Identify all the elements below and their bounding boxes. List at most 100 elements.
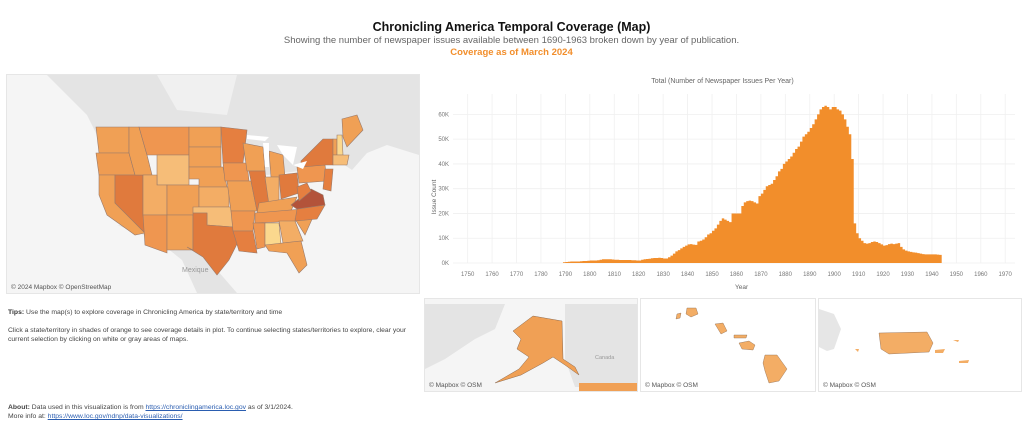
year-bar[interactable] [565,262,567,263]
year-bar[interactable] [614,260,616,263]
year-bar[interactable] [749,201,751,263]
year-bar[interactable] [890,244,892,263]
year-bar[interactable] [575,262,577,263]
year-bar[interactable] [600,260,602,263]
year-bar[interactable] [839,111,841,263]
year-bar[interactable] [932,254,934,263]
year-bar[interactable] [859,238,861,263]
year-bar[interactable] [670,256,672,263]
year-bar[interactable] [766,186,768,263]
year-bar[interactable] [834,107,836,263]
hawaii-map[interactable]: © Mapbox © OSM [640,298,816,392]
territory-puerto-rico[interactable] [878,331,934,355]
year-bar[interactable] [776,176,778,263]
loc-visualizations-link[interactable]: https://www.loc.gov/ndnp/data-visualizat… [47,413,183,420]
year-bar[interactable] [646,259,648,263]
year-bar[interactable] [934,254,936,263]
year-bar[interactable] [893,244,895,263]
year-bar[interactable] [661,258,663,263]
issue-count-area[interactable] [562,105,942,263]
state-wyoming[interactable] [156,154,190,186]
year-bar[interactable] [780,169,782,263]
year-bar[interactable] [719,221,721,263]
state-texas[interactable] [186,212,240,276]
year-bar[interactable] [842,114,844,263]
state-alabama[interactable] [264,222,282,246]
year-bar[interactable] [663,259,665,263]
state-south-dakota[interactable] [188,146,222,168]
year-bar[interactable] [732,213,734,263]
year-bar[interactable] [788,159,790,263]
year-bar[interactable] [741,206,743,263]
state-massachusetts-ct-ri[interactable] [332,154,350,166]
state-north-dakota[interactable] [188,126,222,148]
island-kauai[interactable] [685,307,699,318]
area-layer[interactable] [562,105,942,263]
us-map-canvas[interactable] [7,75,419,293]
year-bar[interactable] [573,262,575,263]
year-bar[interactable] [585,261,587,263]
state-nebraska[interactable] [188,166,228,188]
year-bar[interactable] [868,243,870,263]
state-alaska[interactable] [494,315,580,384]
year-bar[interactable] [851,159,853,263]
year-bar[interactable] [678,250,680,263]
year-bar[interactable] [597,260,599,263]
issue-count-chart[interactable]: Total (Number of Newspaper Issues Per Ye… [425,72,1020,294]
year-bar[interactable] [888,244,890,263]
year-bar[interactable] [722,218,724,263]
year-bar[interactable] [820,109,822,263]
year-bar[interactable] [895,244,897,263]
year-bar[interactable] [729,222,731,263]
year-bar[interactable] [636,261,638,263]
year-bar[interactable] [739,213,741,263]
us-map[interactable]: Mexique © 2024 Mapbox © OpenStreetMap [6,74,420,294]
year-bar[interactable] [754,202,756,263]
state-iowa[interactable] [222,162,250,182]
year-bar[interactable] [697,241,699,263]
year-bar[interactable] [866,244,868,263]
year-bar[interactable] [629,260,631,263]
puerto-rico-map[interactable]: © Mapbox © OSM [818,298,1022,392]
state-michigan[interactable] [268,150,286,178]
year-bar[interactable] [881,244,883,263]
year-bar[interactable] [712,231,714,263]
puerto-rico-map-canvas[interactable] [819,299,1021,391]
state-washington[interactable] [95,126,130,154]
year-bar[interactable] [685,246,687,263]
year-bar[interactable] [883,246,885,263]
year-bar[interactable] [805,134,807,263]
year-bar[interactable] [644,259,646,263]
year-bar[interactable] [856,233,858,263]
state-new-mexico[interactable] [166,214,194,251]
year-bar[interactable] [705,237,707,263]
year-bar[interactable] [736,213,738,263]
land-canada[interactable] [565,304,637,387]
year-bar[interactable] [800,142,802,263]
conus-states[interactable] [95,114,364,276]
state-maine[interactable] [341,114,364,148]
island-vieques[interactable] [935,349,945,353]
state-kansas[interactable] [198,186,230,208]
year-bar[interactable] [563,262,565,263]
state-new-hampshire[interactable] [336,134,344,156]
year-bar[interactable] [878,243,880,263]
year-bar[interactable] [656,258,658,263]
state-maryland-delaware-nj[interactable] [322,168,334,192]
year-bar[interactable] [700,241,702,263]
year-bar[interactable] [746,201,748,263]
year-bar[interactable] [837,109,839,263]
year-bar[interactable] [795,149,797,263]
year-bar[interactable] [612,260,614,263]
year-bar[interactable] [592,261,594,263]
year-bar[interactable] [751,201,753,263]
state-arkansas[interactable] [230,210,256,232]
year-bar[interactable] [570,262,572,263]
year-bar[interactable] [783,164,785,263]
year-bar[interactable] [756,204,758,263]
year-bar[interactable] [617,260,619,263]
year-bar[interactable] [903,249,905,263]
year-bar[interactable] [587,261,589,263]
state-louisiana[interactable] [232,230,258,254]
year-bar[interactable] [651,258,653,263]
